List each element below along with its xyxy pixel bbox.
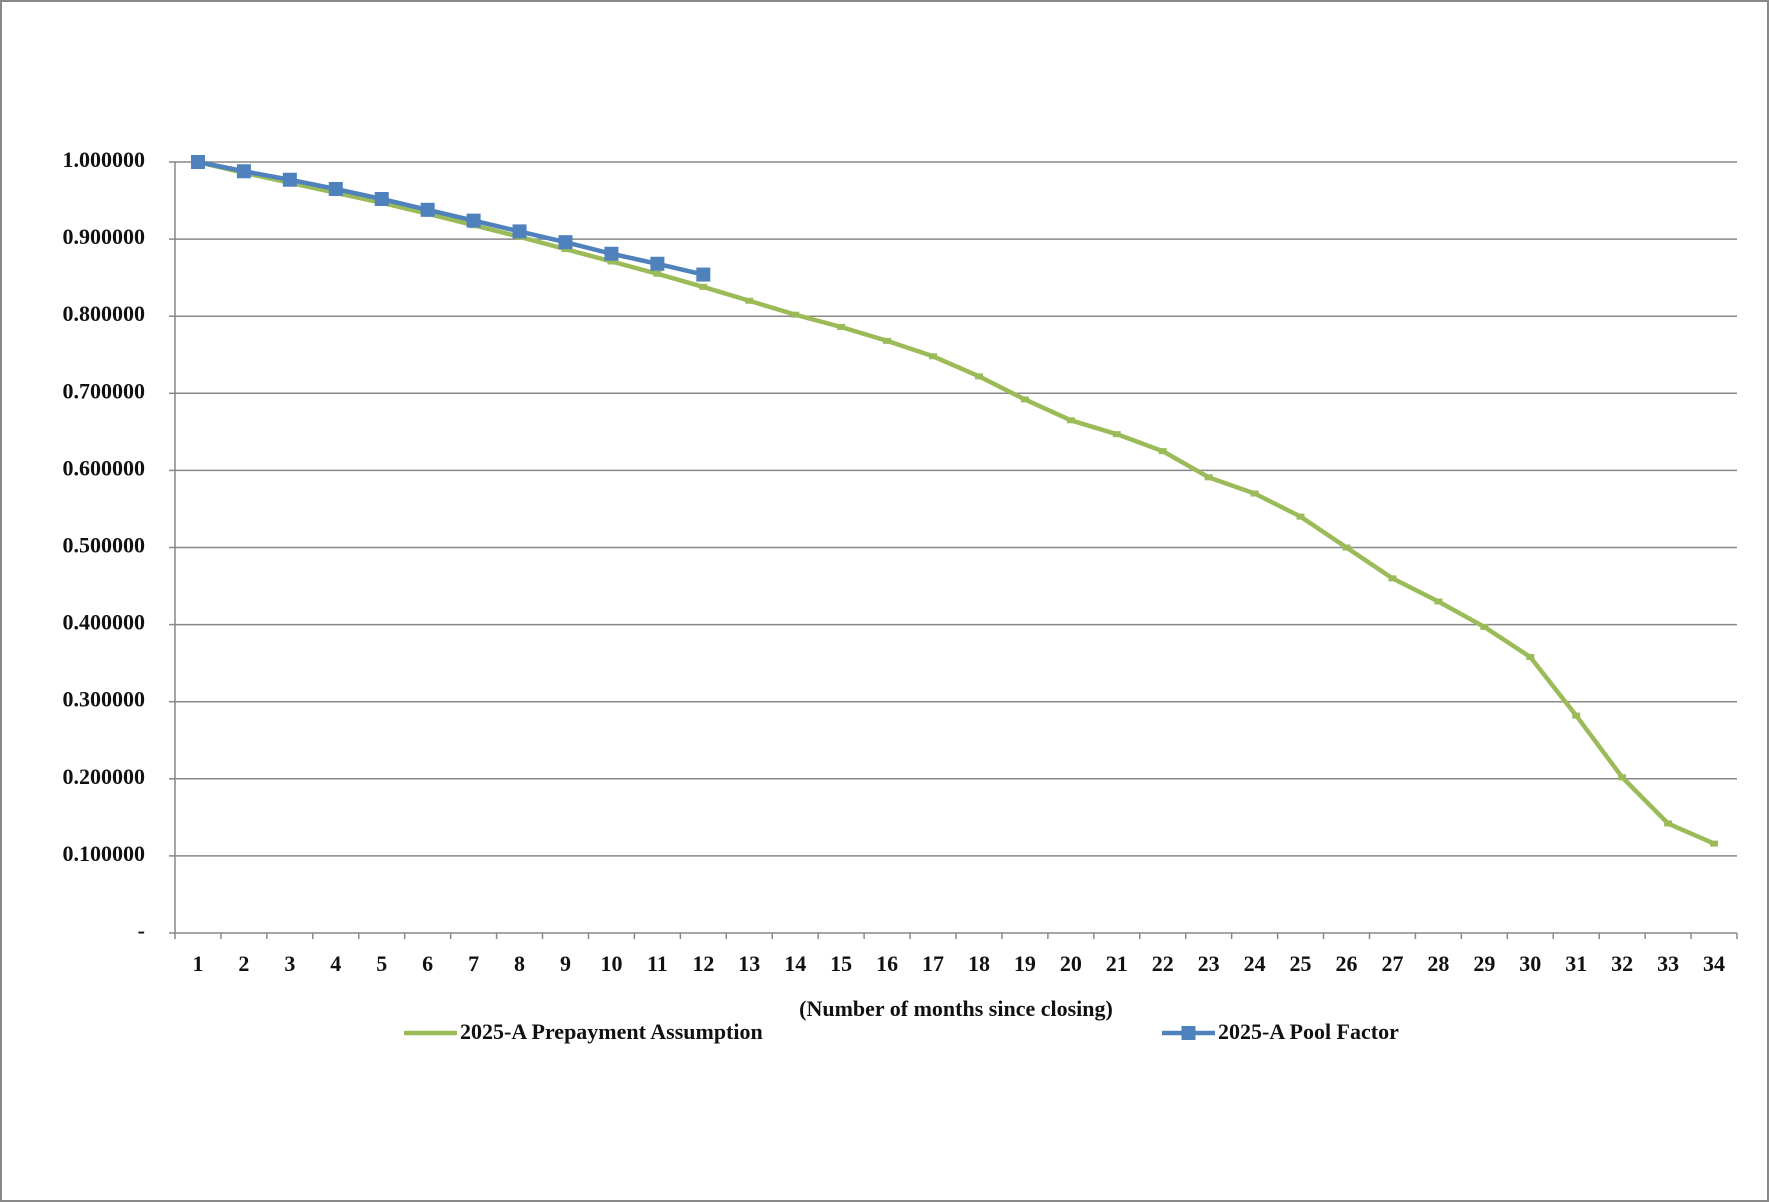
y-tick-label: 0.900000 [63,224,146,249]
x-tick-label: 5 [376,951,387,976]
x-tick-label: 8 [514,951,525,976]
point-marker [512,224,527,239]
x-tick-label: 19 [1014,951,1036,976]
x-tick-label: 30 [1519,951,1541,976]
x-tick-label: 21 [1106,951,1128,976]
x-tick-label: 2 [238,951,249,976]
y-tick-label: 0.600000 [63,455,146,480]
point-marker [558,235,573,250]
x-tick-label: 4 [330,951,341,976]
y-tick-label: 0.800000 [63,301,146,326]
legend-label: 2025-A Pool Factor [1218,1019,1399,1044]
y-tick-label: - [138,918,145,943]
point-marker [236,164,251,179]
x-tick-label: 16 [876,951,898,976]
x-tick-label: 12 [692,951,714,976]
legend-label: 2025-A Prepayment Assumption [460,1019,763,1044]
point-marker [604,246,619,261]
point-marker [466,213,481,228]
x-tick-label: 23 [1198,951,1220,976]
x-tick-label: 15 [830,951,852,976]
x-tick-label: 24 [1244,951,1266,976]
x-tick-label: 34 [1703,951,1725,976]
x-tick-label: 31 [1565,951,1587,976]
x-tick-label: 29 [1473,951,1495,976]
x-axis-label: (Number of months since closing) [799,996,1113,1021]
x-tick-label: 17 [922,951,944,976]
point-marker [696,267,711,282]
x-tick-label: 9 [560,951,571,976]
series-line [197,159,704,277]
x-tick-label: 1 [192,951,203,976]
y-tick-label: 0.200000 [63,764,146,789]
y-tick-label: 0.100000 [63,841,146,866]
x-tick-label: 20 [1060,951,1082,976]
legend-marker [1181,1026,1196,1040]
point-marker [420,202,435,217]
x-tick-label: 32 [1611,951,1633,976]
point-marker [650,256,665,271]
point-marker [328,181,343,196]
point-marker [374,192,389,207]
x-tick-label: 13 [738,951,760,976]
series-line [197,159,1715,846]
x-tick-label: 25 [1290,951,1312,976]
y-tick-label: 0.500000 [63,533,146,558]
x-tick-label: 7 [468,951,479,976]
point-marker [190,155,205,169]
point-marker [282,172,297,187]
x-tick-label: 18 [968,951,990,976]
x-tick-label: 28 [1427,951,1449,976]
x-tick-label: 14 [784,951,806,976]
x-tick-label: 26 [1336,951,1358,976]
x-tick-label: 3 [284,951,295,976]
y-tick-label: 0.300000 [63,687,146,712]
y-tick-label: 1.000000 [63,147,146,172]
x-tick-label: 22 [1152,951,1174,976]
x-tick-label: 33 [1657,951,1679,976]
y-tick-label: 0.700000 [63,378,146,403]
y-tick-label: 0.400000 [63,610,146,635]
x-tick-label: 27 [1381,951,1403,976]
x-tick-label: 6 [422,951,433,976]
x-tick-label: 10 [600,951,622,976]
x-tick-label: 11 [647,951,668,976]
